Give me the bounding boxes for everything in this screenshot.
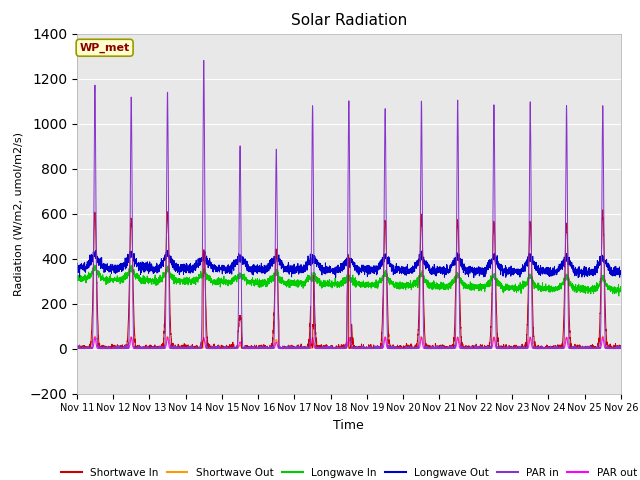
Title: Solar Radiation: Solar Radiation (291, 13, 407, 28)
Y-axis label: Radiation (W/m2, umol/m2/s): Radiation (W/m2, umol/m2/s) (13, 132, 24, 296)
X-axis label: Time: Time (333, 419, 364, 432)
Legend: Shortwave In, Shortwave Out, Longwave In, Longwave Out, PAR in, PAR out: Shortwave In, Shortwave Out, Longwave In… (56, 464, 640, 480)
Text: WP_met: WP_met (79, 43, 130, 53)
